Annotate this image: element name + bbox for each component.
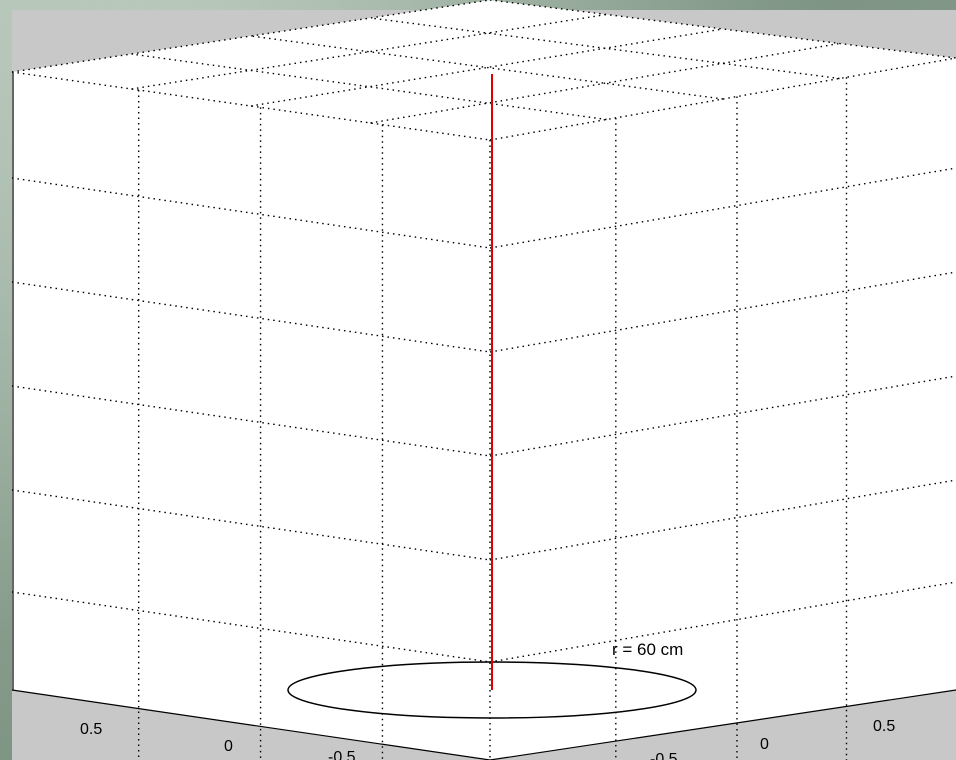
tick-labels: r = 60 cm 0.5 0 -0.5 0.5 0 -0.5 (80, 640, 895, 760)
grid-horizontal-left-2 (11, 385, 491, 457)
marks (287, 74, 697, 719)
grid-horizontal-left-4 (11, 591, 491, 663)
y-axis-frame (489, 689, 956, 760)
grid-top-edge-back-left (11, 0, 491, 73)
x-tick-label: 0.5 (80, 721, 102, 738)
x-tick-label: 0 (224, 738, 233, 755)
grid-horizontal-left-0 (11, 177, 491, 249)
grid (11, 0, 956, 760)
grid-top-diag-a-2 (370, 42, 840, 124)
x-axis-frame (11, 689, 491, 760)
y-tick-label: -0.5 (650, 751, 678, 760)
x-tick-label: -0.5 (328, 749, 356, 760)
y-tick-label: 0 (760, 736, 769, 753)
annotation-radius: r = 60 cm (612, 640, 683, 659)
y-tick-label: 0.5 (873, 718, 895, 735)
grid-top-edge-back-right (489, 0, 956, 59)
grid-top-diag-b-1 (250, 35, 724, 100)
grid-top-edge-left (11, 71, 491, 141)
grid-horizontal-left-3 (11, 489, 491, 561)
axes-area (12, 0, 956, 760)
grid-horizontal-left-1 (11, 281, 491, 353)
